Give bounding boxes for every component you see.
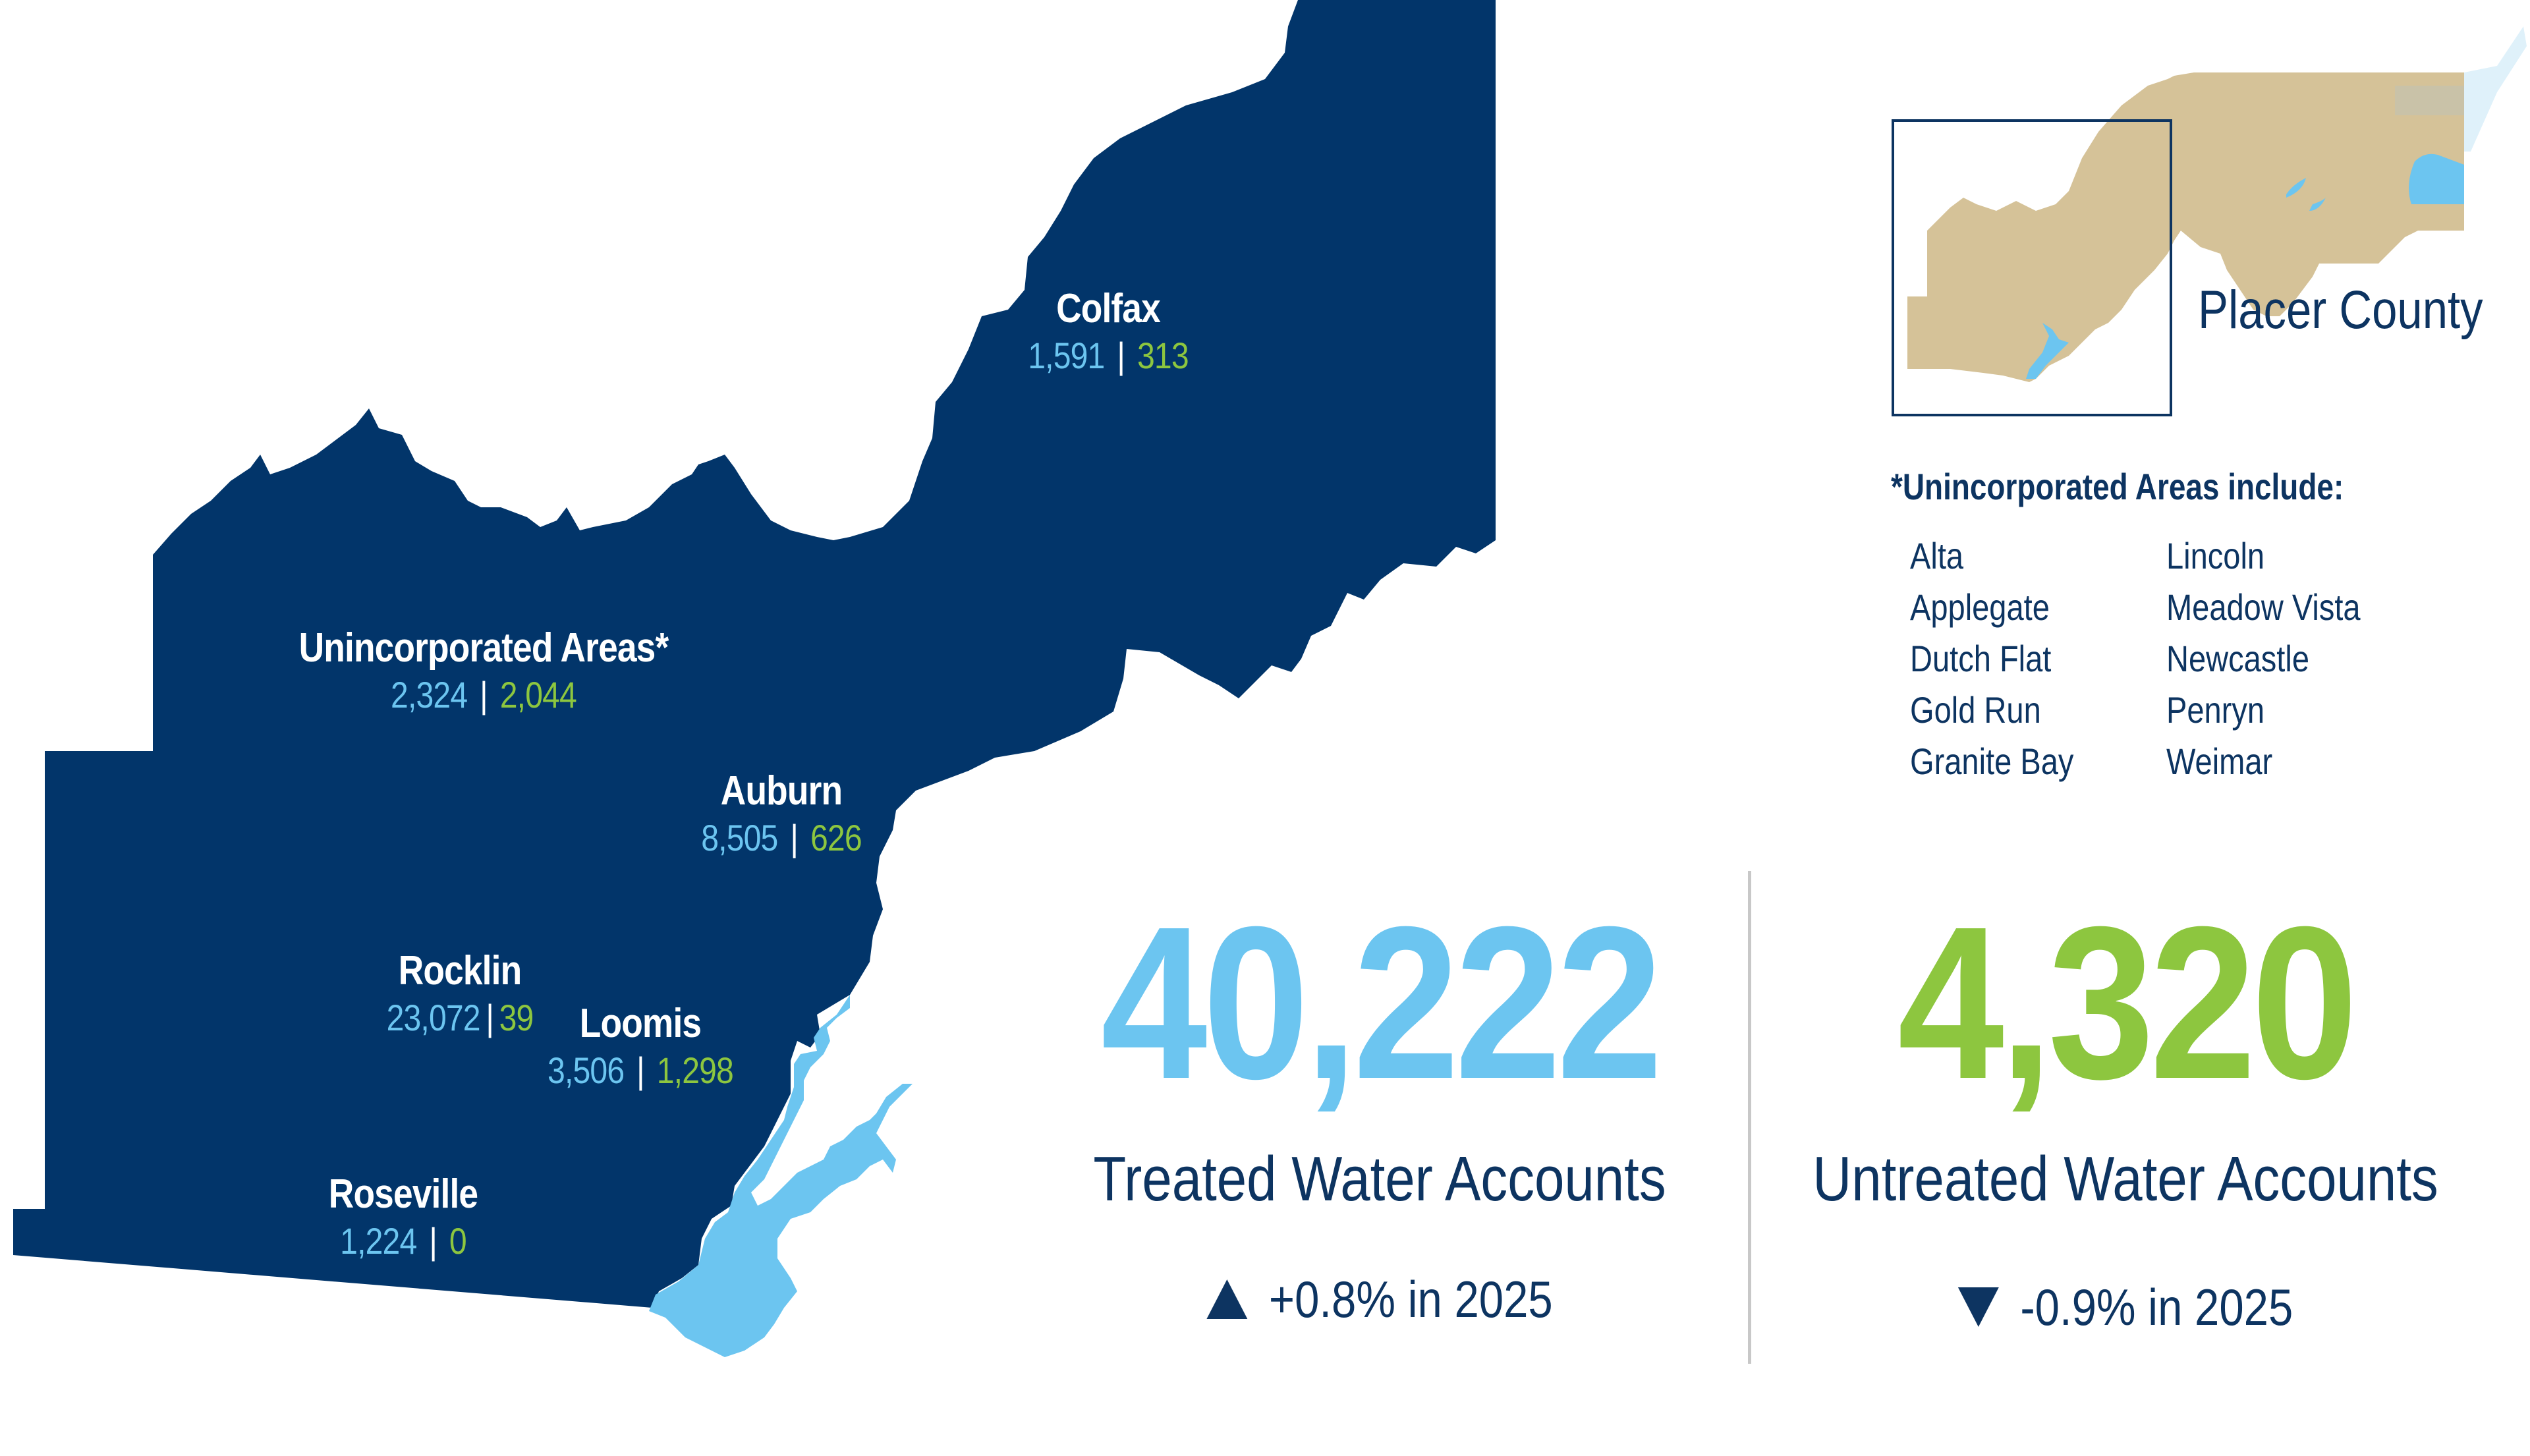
- city-label-auburn: Auburn 8,505 | 626: [688, 768, 874, 861]
- untreated-count: 0: [449, 1220, 467, 1262]
- untreated-change: -0.9% in 2025: [1809, 1274, 2442, 1340]
- inset-lake-tahoe: [2409, 154, 2464, 204]
- stats-divider: [1748, 871, 1751, 1364]
- untreated-count: 1,298: [656, 1050, 734, 1091]
- legend-item: Meadow Vista: [2166, 586, 2361, 628]
- city-label-colfax: Colfax 1,591 | 313: [1015, 285, 1201, 379]
- untreated-count: 626: [810, 817, 862, 858]
- city-name: Unincorporated Areas*: [298, 625, 669, 671]
- treated-change-text: +0.8% in 2025: [1268, 1270, 1553, 1328]
- map-region-placer: [13, 0, 1496, 1308]
- triangle-up-icon: [1206, 1279, 1248, 1320]
- legend-column-1: Alta Applegate Dutch Flat Gold Run Grani…: [1910, 530, 2073, 787]
- treated-stat: 40,222 Treated Water Accounts +0.8% in 2…: [1043, 881, 1717, 1332]
- legend-title: *Unincorporated Areas include:: [1891, 466, 2344, 507]
- legend-item: Applegate: [1910, 586, 2050, 628]
- city-account-counts: 2,324 | 2,044: [299, 672, 669, 718]
- city-name: Loomis: [579, 1001, 702, 1046]
- legend-item: Dutch Flat: [1910, 638, 2052, 679]
- legend-item: Penryn: [2166, 689, 2265, 731]
- treated-count: 23,072: [386, 997, 481, 1038]
- city-label-roseville: Roseville 1,224 | 0: [316, 1171, 490, 1264]
- city-label-unincorporated: Unincorporated Areas* 2,324 | 2,044: [269, 625, 698, 718]
- separator: |: [790, 817, 799, 858]
- inset-title: Placer County: [2198, 280, 2483, 340]
- treated-count: 1,591: [1028, 335, 1105, 376]
- city-account-counts: 1,224 | 0: [329, 1218, 478, 1264]
- city-account-counts: 8,505 | 626: [701, 815, 862, 861]
- legend-column-2: Lincoln Meadow Vista Newcastle Penryn We…: [2166, 530, 2361, 787]
- separator: |: [429, 1220, 437, 1262]
- city-name: Rocklin: [398, 948, 522, 994]
- treated-count: 2,324: [391, 674, 468, 715]
- inset-small-lake: [2286, 178, 2306, 198]
- separator: |: [480, 674, 488, 715]
- separator: |: [486, 997, 493, 1038]
- city-account-counts: 1,591 | 313: [1028, 333, 1189, 379]
- city-account-counts: 23,072 | 39: [387, 995, 534, 1041]
- city-label-rocklin: Rocklin 23,072 | 39: [374, 947, 545, 1041]
- treated-total: 40,222: [1101, 881, 1663, 1124]
- untreated-count: 2,044: [499, 674, 577, 715]
- inset-folsom-lake: [2026, 323, 2069, 379]
- city-name: Colfax: [1056, 286, 1161, 331]
- city-name: Auburn: [720, 768, 843, 814]
- treated-count: 8,505: [701, 817, 778, 858]
- inset-gray-region: [2395, 86, 2464, 115]
- untreated-stat: 4,320 Untreated Water Accounts -0.9% in …: [1758, 881, 2494, 1340]
- separator: |: [636, 1050, 644, 1091]
- inset-tahoe-outside: [2464, 26, 2527, 152]
- treated-count: 3,506: [548, 1050, 625, 1091]
- untreated-total: 4,320: [1898, 881, 2358, 1124]
- treated-change: +0.8% in 2025: [1090, 1266, 1669, 1332]
- separator: |: [1117, 335, 1125, 376]
- treated-label: Treated Water Accounts: [1093, 1144, 1666, 1214]
- treated-count: 1,224: [340, 1220, 417, 1262]
- city-label-loomis: Loomis 3,506 | 1,298: [532, 1000, 748, 1094]
- inset-small-lake-2: [2309, 198, 2326, 211]
- untreated-change-text: -0.9% in 2025: [2020, 1278, 2293, 1336]
- triangle-down-icon: [1957, 1287, 1999, 1328]
- legend-item: Granite Bay: [1910, 741, 2074, 782]
- folsom-lake: [649, 995, 913, 1357]
- untreated-count: 313: [1137, 335, 1189, 376]
- inset-county-land: [1907, 72, 2464, 382]
- legend-item: Weimar: [2166, 741, 2273, 782]
- legend-item: Lincoln: [2166, 535, 2265, 576]
- legend-item: Gold Run: [1910, 689, 2041, 731]
- inset-focus-box: [1892, 119, 2172, 416]
- city-account-counts: 3,506 | 1,298: [548, 1048, 734, 1094]
- legend-item: Newcastle: [2166, 638, 2309, 679]
- city-name: Roseville: [328, 1171, 478, 1217]
- legend-item: Alta: [1910, 535, 1964, 576]
- untreated-count: 39: [499, 997, 534, 1038]
- untreated-label: Untreated Water Accounts: [1813, 1144, 2438, 1214]
